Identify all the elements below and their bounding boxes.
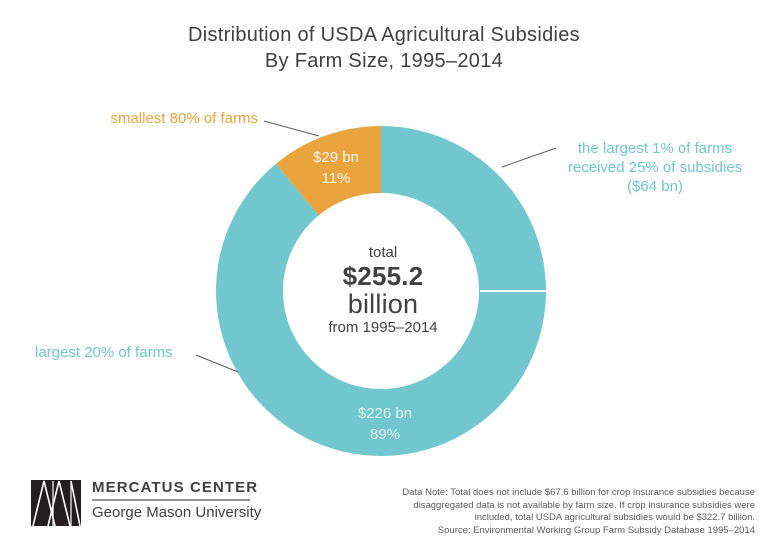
- donut-segment-smallest-80: [275, 126, 381, 216]
- data-note-line1: Data Note: Total does not include $67.6 …: [402, 487, 755, 498]
- logo-university: George Mason University: [92, 504, 262, 521]
- segment-label-teal: $226 bn 89%: [335, 403, 435, 445]
- logo-divider: [92, 499, 250, 501]
- chart-title-line2: By Farm Size, 1995–2014: [264, 50, 504, 72]
- donut-segment-largest-20: [216, 126, 547, 457]
- mercatus-logo-text: MERCATUS CENTER George Mason University: [92, 479, 292, 521]
- total-period: from 1995–2014: [328, 319, 438, 336]
- logo-name: MERCATUS CENTER: [92, 479, 259, 496]
- callout-largest-1-line3: ($64 bn): [627, 178, 683, 195]
- chart-title: Distribution of USDA Agricultural Subsid…: [0, 22, 768, 74]
- data-note-line2: disaggregated data is not available by f…: [413, 499, 755, 511]
- total-value: $255.2: [342, 261, 424, 291]
- segment-orange-amount: $29 bn: [313, 149, 359, 166]
- data-note-line3: included, total USDA agricultural subsid…: [474, 512, 755, 523]
- donut-svg: [216, 126, 547, 457]
- data-note-line4: Source: Environmental Working Group Farm…: [437, 524, 755, 536]
- segment-teal-percent: 89%: [369, 426, 401, 443]
- donut-center-text: total $255.2 billion from 1995–2014: [283, 243, 483, 337]
- data-note: Data Note: Total does not include $67.6 …: [325, 487, 755, 537]
- total-unit: billion: [347, 289, 419, 319]
- chart-title-line1: Distribution of USDA Agricultural Subsid…: [188, 24, 580, 46]
- callout-largest-20: largest 20% of farms: [35, 344, 173, 361]
- mercatus-logo-icon: [31, 480, 81, 526]
- callout-largest-1-line1: the largest 1% of farms: [577, 140, 733, 157]
- callout-smallest-80: smallest 80% of farms: [110, 110, 258, 127]
- segment-label-orange: $29 bn 11%: [286, 147, 386, 189]
- callout-largest-1: the largest 1% of farms received 25% of …: [540, 139, 768, 196]
- total-label: total: [368, 244, 398, 261]
- callout-largest-1-line2: received 25% of subsidies: [567, 159, 743, 176]
- segment-teal-amount: $226 bn: [357, 405, 413, 422]
- segment-orange-percent: 11%: [321, 170, 351, 187]
